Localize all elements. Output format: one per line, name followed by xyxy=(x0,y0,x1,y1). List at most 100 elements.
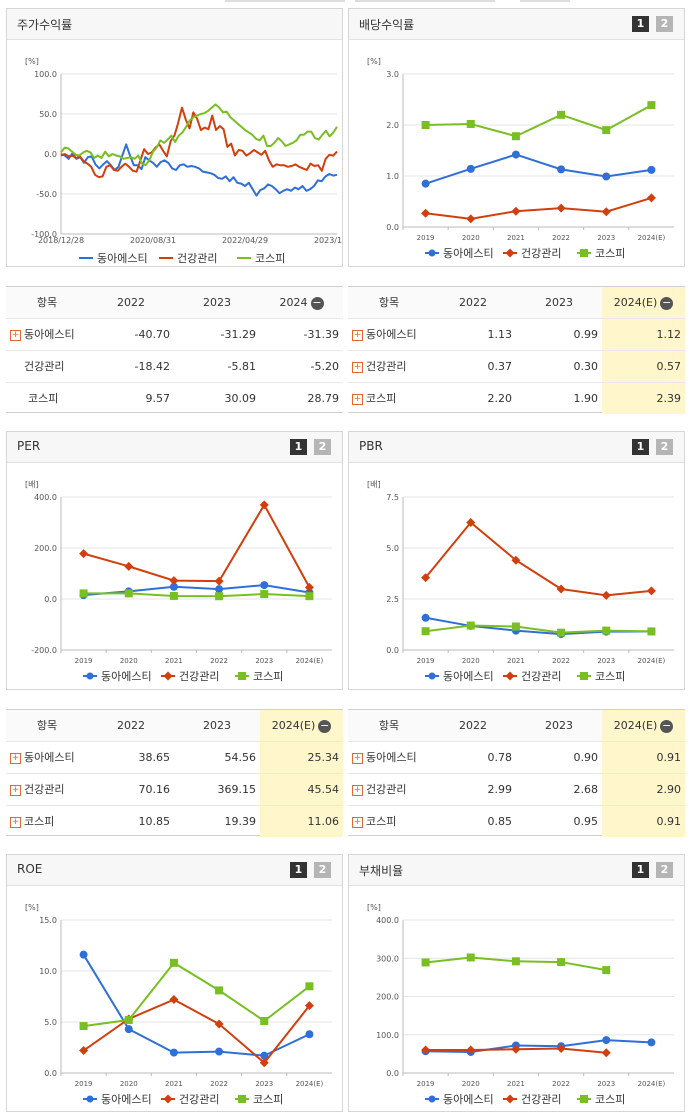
y-tick-label: 100.0 xyxy=(34,70,57,79)
expand-plus-icon[interactable]: + xyxy=(352,752,363,764)
data-point-circle xyxy=(169,1048,178,1057)
data-point-diamond xyxy=(466,518,476,527)
series-line xyxy=(83,502,311,588)
row-label: + 동아에스티 xyxy=(6,319,88,350)
y-tick-label: -50.0 xyxy=(36,190,57,199)
x-tick-label: 2024(E) xyxy=(296,657,324,665)
data-point-square xyxy=(602,626,611,635)
row-label: + 건강관리 xyxy=(348,351,430,382)
y-tick-label: 400.0 xyxy=(376,916,399,925)
col-header-year: 2023 xyxy=(545,296,573,309)
expand-plus-icon[interactable]: + xyxy=(352,784,363,796)
legend-label: 동아에스티 xyxy=(443,670,494,683)
collapse-icon[interactable]: − xyxy=(310,295,324,310)
stock-return-header: 주가수익률 xyxy=(7,9,342,40)
series-line xyxy=(425,624,652,634)
roe-chart: [%]15.0 10.0 5.0 0.0 2019 2020 2021 2022 2023 202… xyxy=(25,903,332,1106)
page-2-button[interactable]: 2 xyxy=(656,16,673,32)
pbr-table: 항목 2022 2023 2024(E) − + 동아에스티 0.78 0.90 0… xyxy=(348,709,685,837)
series-line xyxy=(83,961,311,1028)
page-2-button[interactable]: 2 xyxy=(656,862,673,878)
x-tick-label: 2022 xyxy=(552,657,570,665)
data-point-square xyxy=(557,958,566,967)
table-cell: 28.79 xyxy=(307,392,340,405)
data-point-square xyxy=(647,627,656,636)
x-tick-label: 2023 xyxy=(597,1080,615,1088)
data-point-diamond xyxy=(214,576,224,586)
y-tick-label: 2.5 xyxy=(386,595,399,604)
dividend-yield-table: 항목 2022 2023 2024(E) − + 동아에스티 1.13 0.99 1… xyxy=(348,286,685,414)
stock-return-panel: 주가수익률 [%] 100.0 50.0 0.0 -50.0 -100.0 2018/12/… xyxy=(6,8,343,267)
data-point-diamond xyxy=(79,1046,89,1056)
table-row: + 건강관리 2.99 2.68 2.90 xyxy=(348,773,685,805)
series-line xyxy=(425,196,652,220)
col-header-estimate: 2024(E) − xyxy=(602,287,685,318)
row-label: + 동아에스티 xyxy=(348,742,430,773)
expand-plus-icon[interactable]: + xyxy=(352,329,363,341)
row-label: + 건강관리 xyxy=(348,774,430,805)
collapse-icon[interactable]: − xyxy=(660,295,674,310)
expand-plus-icon[interactable]: + xyxy=(10,784,21,796)
data-point-diamond xyxy=(466,214,476,224)
row-name: 동아에스티 xyxy=(24,751,75,764)
data-point-circle xyxy=(260,1051,269,1060)
x-tick-label: 2022 xyxy=(552,1080,570,1088)
table-row: + 동아에스티 1.13 0.99 1.12 xyxy=(348,318,685,350)
legend-label: 코스피 xyxy=(595,1093,625,1106)
page-1-button[interactable]: 1 xyxy=(632,439,649,455)
x-tick-label: 2021 xyxy=(165,1080,183,1088)
table-cell: 0.57 xyxy=(602,351,685,382)
page-2-button[interactable]: 2 xyxy=(656,439,673,455)
page-2-button[interactable]: 2 xyxy=(314,439,331,455)
legend-marker xyxy=(238,1095,246,1103)
expand-plus-icon[interactable]: + xyxy=(352,361,363,373)
expand-plus-icon[interactable]: + xyxy=(10,752,21,764)
y-tick-label: 100.0 xyxy=(376,1031,399,1040)
y-unit-label: [%] xyxy=(25,57,39,66)
table-cell: 0.85 xyxy=(487,815,513,828)
data-point-diamond xyxy=(124,561,134,571)
page-1-button[interactable]: 1 xyxy=(632,16,649,32)
table-cell: -5.81 xyxy=(227,360,256,373)
page-2-button[interactable]: 2 xyxy=(314,862,331,878)
x-tick-label: 2022 xyxy=(552,234,570,242)
data-point-square xyxy=(260,590,269,599)
table-row: + 건강관리 70.16 369.15 45.54 xyxy=(6,773,343,805)
x-tick-label: 2020/08/31 xyxy=(130,236,176,245)
legend-label: 코스피 xyxy=(255,252,285,265)
expand-plus-icon[interactable]: + xyxy=(10,816,21,828)
col-header-item: 항목 xyxy=(378,296,400,309)
collapse-icon[interactable]: − xyxy=(318,718,332,733)
x-tick-label: 2023/12/28 xyxy=(314,236,342,245)
expand-plus-icon[interactable]: + xyxy=(352,393,363,405)
col-header-estimate: 2024(E) − xyxy=(602,710,685,741)
legend-label: 동아에스티 xyxy=(101,670,152,683)
x-tick-label: 2022 xyxy=(210,657,228,665)
legend-marker xyxy=(163,1094,173,1104)
collapse-icon[interactable]: − xyxy=(660,718,674,733)
x-tick-label: 2020 xyxy=(462,1080,480,1088)
data-point-diamond xyxy=(556,203,566,213)
x-tick-label: 2020 xyxy=(120,1080,138,1088)
col-header-estimate: 2024(E) − xyxy=(260,710,343,741)
legend-label: 건강관리 xyxy=(177,252,217,265)
page-1-button[interactable]: 1 xyxy=(632,862,649,878)
y-tick-label: 200.0 xyxy=(376,993,399,1002)
y-unit-label: [%] xyxy=(367,57,381,66)
row-name: 코스피 xyxy=(366,392,397,405)
page-1-button[interactable]: 1 xyxy=(290,862,307,878)
x-tick-label: 2021 xyxy=(507,234,525,242)
col-header-item: 항목 xyxy=(36,296,58,309)
table-cell: 0.91 xyxy=(602,806,685,837)
series-line xyxy=(60,106,338,179)
expand-plus-icon[interactable]: + xyxy=(352,816,363,828)
col-header-year: 2022 xyxy=(117,719,145,732)
data-point-circle xyxy=(421,179,430,188)
table-cell: 19.39 xyxy=(224,815,257,828)
page-1-button[interactable]: 1 xyxy=(290,439,307,455)
data-point-square xyxy=(169,591,178,600)
row-name: 건강관리 xyxy=(366,360,407,373)
expand-plus-icon[interactable]: + xyxy=(10,329,21,341)
series-line xyxy=(83,998,311,1065)
